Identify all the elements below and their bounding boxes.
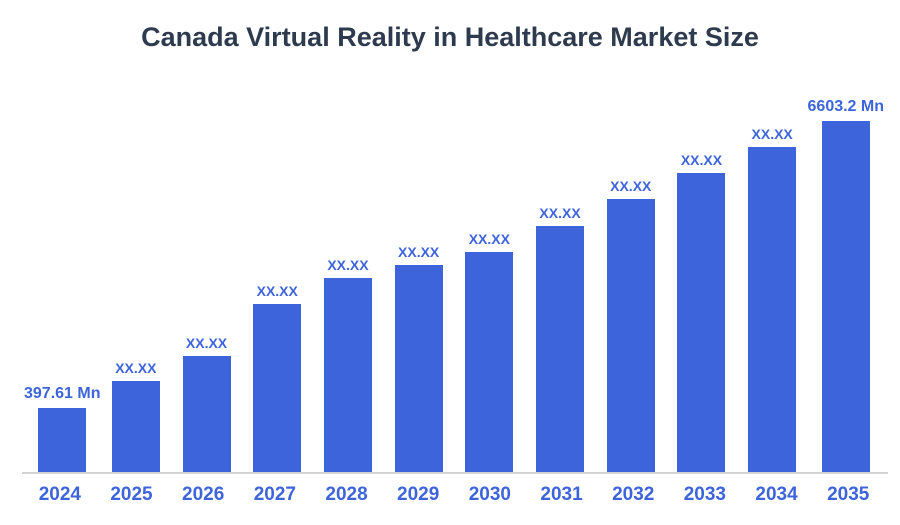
bar-value-label: XX.XX — [115, 359, 157, 376]
bar-column: XX.XX — [313, 0, 384, 473]
bar-column: XX.XX — [595, 0, 666, 473]
x-axis-tick-label: 2031 — [540, 484, 583, 505]
bar-column: XX.XX — [737, 0, 808, 473]
bar — [677, 173, 726, 473]
bar — [323, 278, 372, 473]
x-axis-tick-label: 2027 — [253, 484, 296, 505]
bar-column: XX.XX — [171, 0, 242, 473]
plot-area: 397.61 Mn XX.XX XX.XX XX.XX XX.XX XX.XX XX.XX X… — [24, 0, 884, 473]
bar — [748, 147, 797, 473]
bar-value-label: XX.XX — [398, 243, 440, 260]
x-axis-tick-label: 2030 — [468, 484, 511, 505]
bar-column: XX.XX — [454, 0, 525, 473]
bar-value-label: XX.XX — [610, 177, 652, 194]
chart-title: Canada Virtual Reality in Healthcare Mar… — [141, 22, 759, 52]
bar — [182, 356, 231, 473]
x-axis-tick-label: 2026 — [182, 484, 225, 505]
bar-value-label: XX.XX — [327, 256, 369, 273]
x-axis-tick-label: 2034 — [755, 484, 798, 505]
x-axis-tick-label: 2035 — [827, 484, 870, 505]
bar-value-label: XX.XX — [680, 151, 723, 168]
bar-value-label: 6603.2 Mn — [807, 98, 884, 116]
x-axis-tick-label: 2028 — [325, 484, 368, 505]
bar-column: 397.61 Mn — [24, 0, 100, 473]
bar-column: XX.XX — [383, 0, 454, 473]
x-axis-labels: 2024 2025 2026 2027 2028 2029 2030 2031 2032 2033… — [24, 484, 884, 506]
bar-value-label: XX.XX — [539, 204, 581, 221]
bar — [821, 121, 870, 473]
x-axis-line — [22, 472, 888, 474]
x-axis-tick-label: 2025 — [110, 484, 153, 505]
x-axis-tick-label: 2032 — [612, 484, 655, 505]
bar-value-label: XX.XX — [185, 334, 228, 351]
x-axis-tick-label: 2029 — [397, 484, 440, 505]
bar-column: XX.XX — [666, 0, 737, 473]
bar-column: XX.XX — [525, 0, 596, 473]
bar-value-label: XX.XX — [751, 125, 793, 142]
bar-value-label: 397.61 Mn — [24, 385, 101, 403]
bar — [38, 408, 87, 473]
bar — [465, 252, 514, 473]
x-axis-tick-label: 2033 — [683, 484, 727, 505]
bar-column: 6603.2 Mn — [808, 0, 884, 473]
bar — [253, 304, 302, 473]
bar — [536, 226, 585, 473]
x-axis-tick-label: 2024 — [38, 484, 81, 505]
bar — [606, 199, 655, 473]
bar-column: XX.XX — [242, 0, 313, 473]
bar-value-label: XX.XX — [468, 230, 510, 247]
bar — [111, 381, 160, 473]
bar-value-label: XX.XX — [256, 282, 298, 299]
bar — [394, 265, 443, 473]
bar-column: XX.XX — [100, 0, 171, 473]
